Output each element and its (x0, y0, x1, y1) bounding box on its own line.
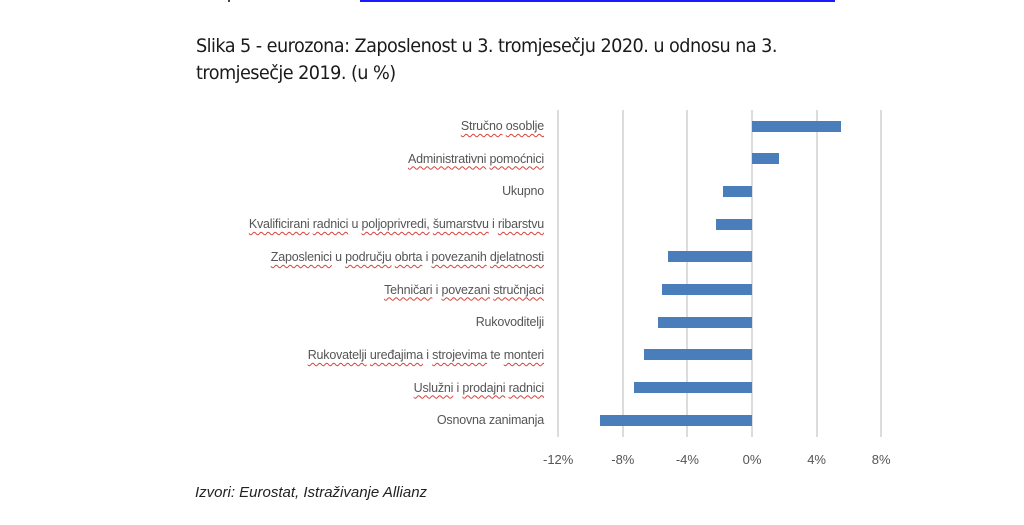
x-tick-label: -4% (675, 452, 699, 467)
category-label: Kvalificirani radnici u poljoprivredi, š… (248, 217, 544, 232)
bar (668, 251, 752, 263)
gridline (880, 110, 883, 437)
bar (634, 382, 752, 394)
category-label: Uslužni i prodajni radnici (413, 380, 545, 395)
bar (661, 284, 752, 295)
category-label: Rukovatelji uređajima i strojevima te mo… (307, 347, 545, 362)
gridline (557, 110, 560, 437)
figure-title: Slika 5 - eurozona: Zaposlenost u 3. tro… (196, 33, 866, 87)
bar (752, 153, 780, 165)
bar (658, 316, 752, 328)
bar (752, 120, 841, 132)
gridline (686, 110, 689, 437)
category-label: Zaposlenici u području obrta i povezanih… (270, 249, 544, 264)
figure-title-line-2: tromjesečje 2019. (u %) (196, 62, 396, 84)
x-tick-label: 4% (807, 452, 826, 467)
category-label: Ukupno (502, 184, 544, 199)
category-label: Rukovoditelji (475, 315, 544, 330)
x-tick-label: -8% (611, 452, 635, 467)
category-label: Tehničari i povezani stručnjaci (384, 282, 544, 297)
gridline (621, 110, 624, 437)
hyperlink-underline[interactable] (360, 0, 835, 2)
gridline (815, 110, 818, 437)
x-tick-label: -12% (543, 452, 574, 467)
figure-title-line-1: Slika 5 - eurozona: Zaposlenost u 3. tro… (196, 35, 777, 57)
bar (722, 185, 752, 197)
category-label: Stručno osoblje (460, 119, 544, 133)
figure-source: Izvori: Eurostat, Istraživanje Allianz (195, 484, 428, 501)
category-label: Administrativni pomoćnici (407, 151, 544, 166)
category-label: Osnovna zanimanja (436, 413, 544, 428)
top-text-fragment (228, 0, 230, 2)
x-tick-label: 0% (742, 452, 762, 467)
bar (643, 349, 752, 361)
x-tick-label: 8% (871, 452, 891, 467)
bar (716, 218, 752, 230)
gridline (751, 110, 753, 437)
bar (600, 414, 752, 426)
